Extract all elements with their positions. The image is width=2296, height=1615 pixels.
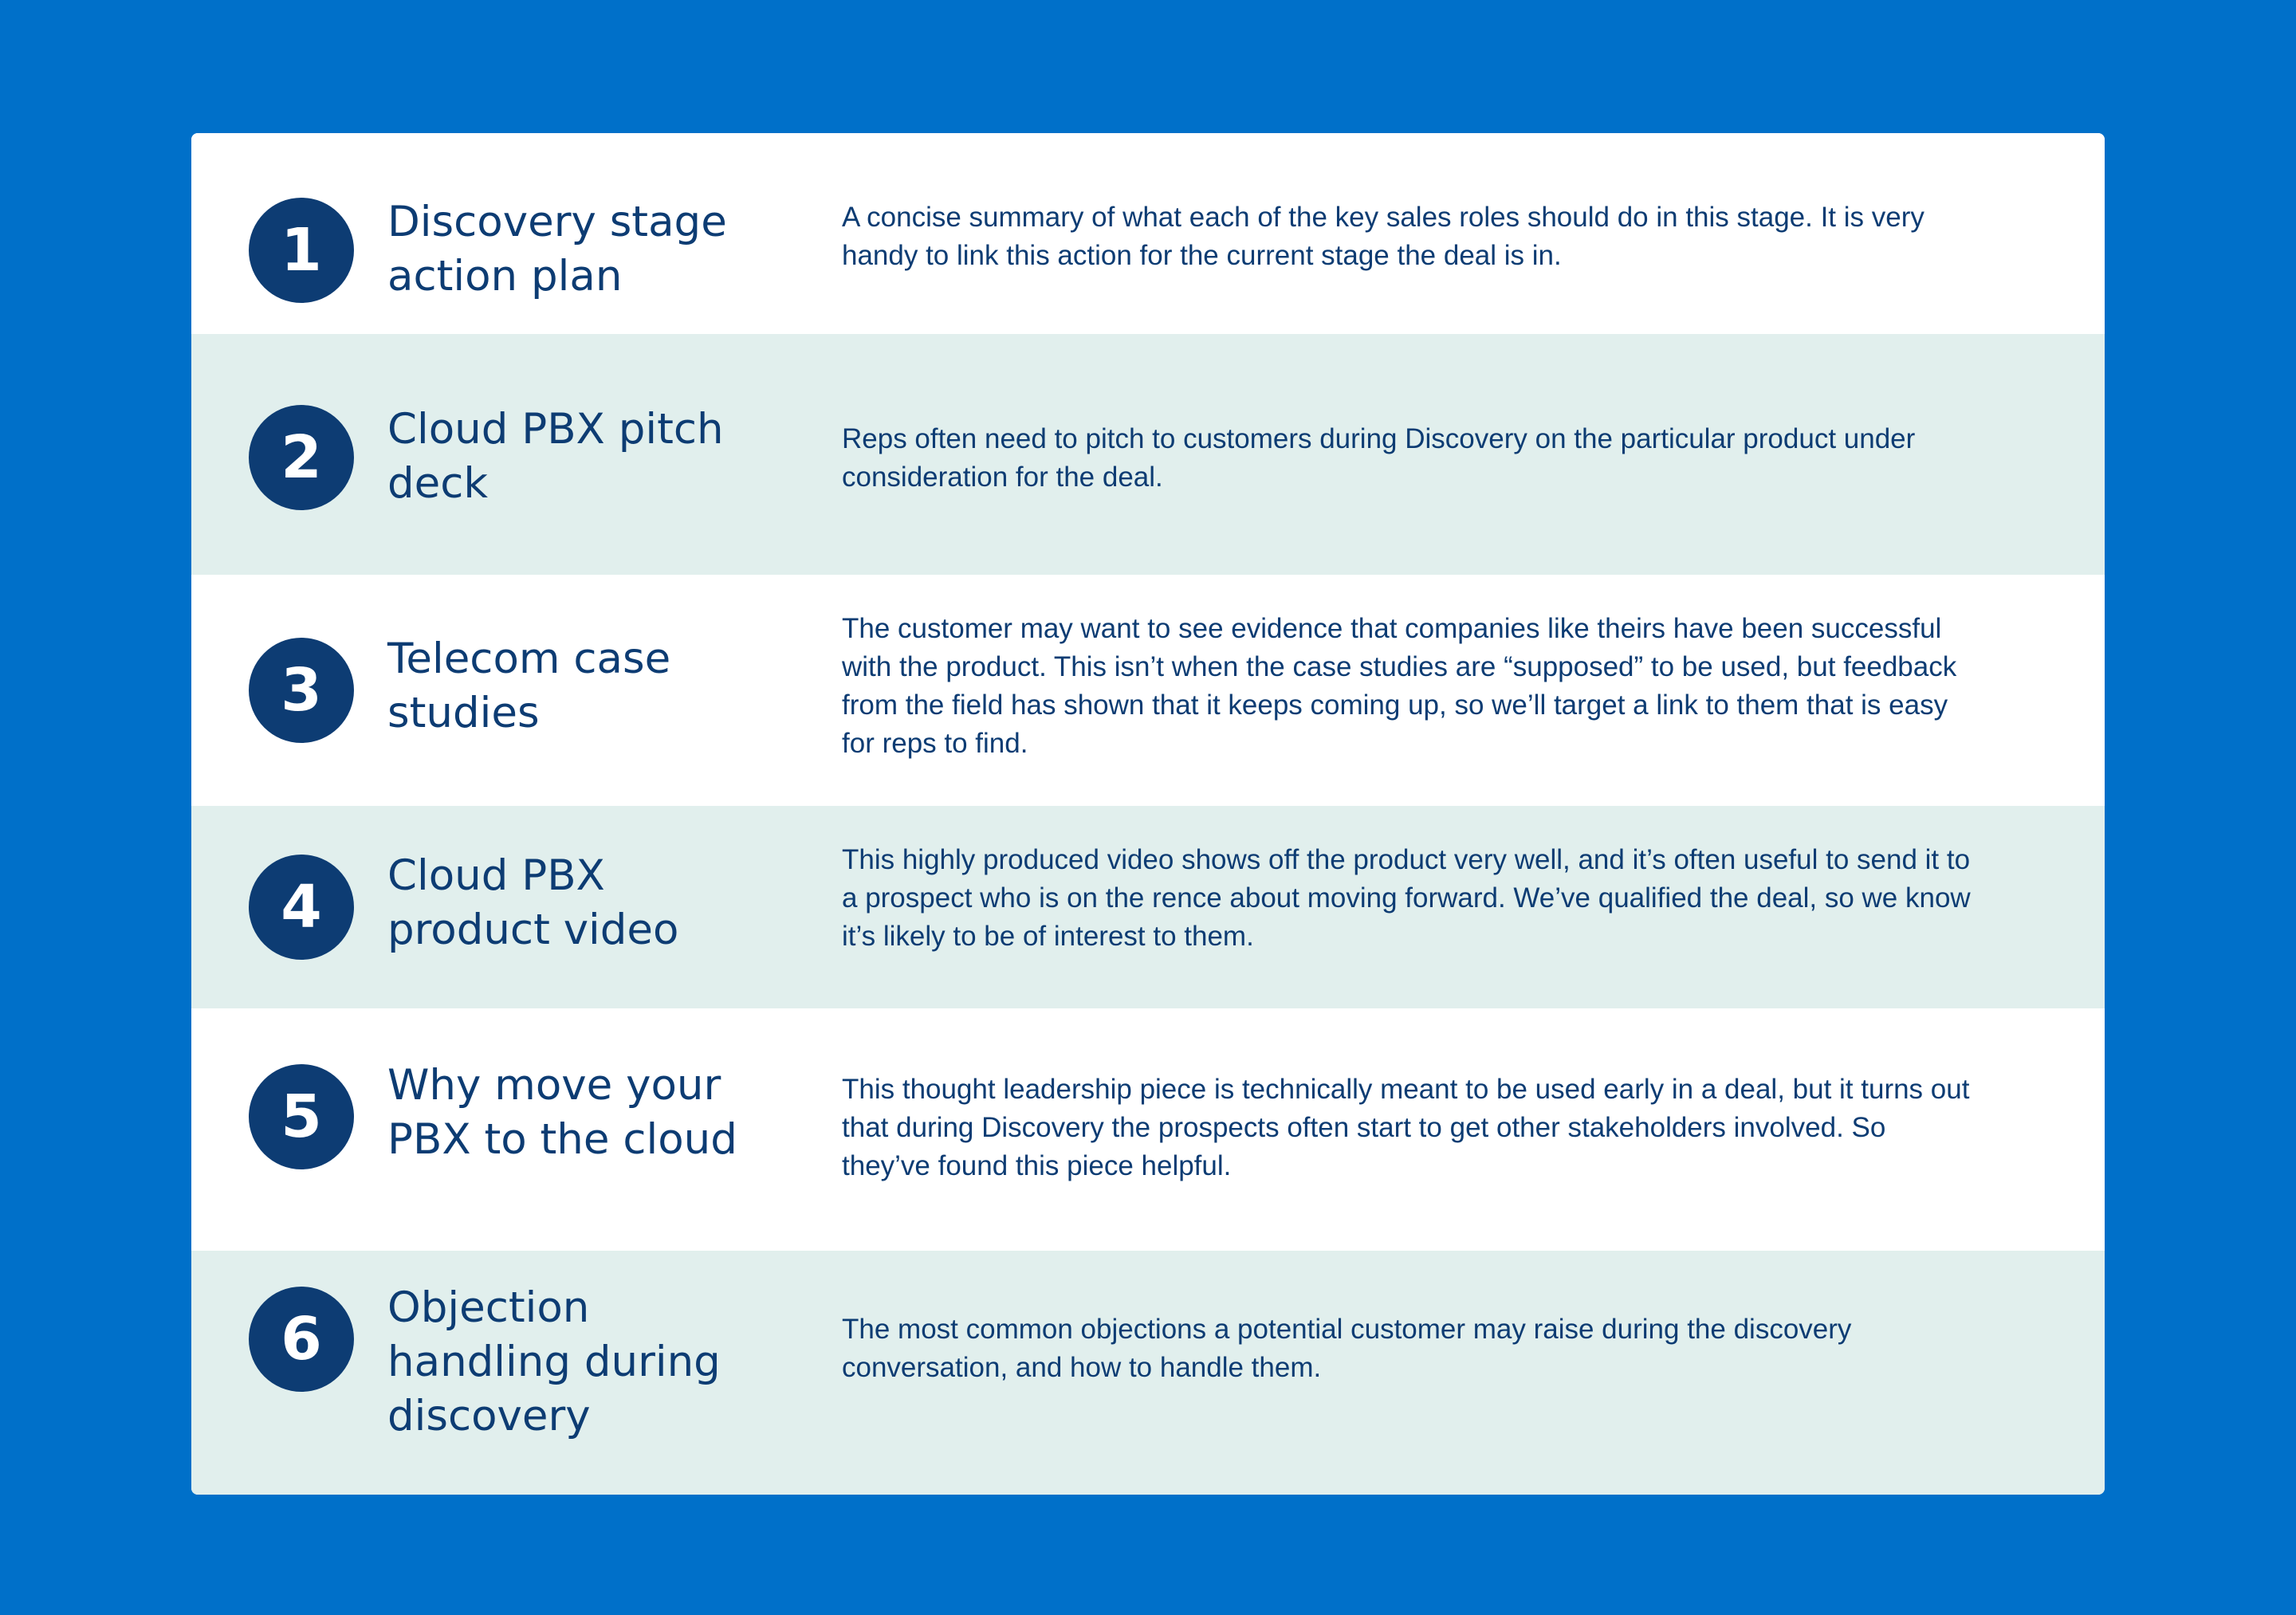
step-number-badge: 6 [249,1287,354,1392]
item-title: Why move your PBX to the cloud [387,1061,737,1164]
list-item: 2 Cloud PBX pitch deck Reps often need t… [191,334,2105,575]
content-card: 1 Discovery stage action plan A concise … [191,133,2105,1495]
step-number-badge: 2 [249,405,354,510]
item-description: The customer may want to see evidence th… [842,613,1957,759]
item-title: Cloud PBX product video [387,851,679,954]
list-item: 4 Cloud PBX product video This highly pr… [191,806,2105,1008]
item-title: Cloud PBX pitch deck [387,405,724,508]
list-item: 6 Objection handling during discovery Th… [191,1251,2105,1495]
step-number-badge: 1 [249,198,354,303]
item-title: Telecom case studies [387,635,671,737]
list-item: 5 Why move your PBX to the cloud This th… [191,1008,2105,1251]
item-title: Discovery stage action plan [387,198,727,301]
step-number-badge: 5 [249,1064,354,1169]
item-description: This highly produced video shows off the… [842,844,1971,952]
list-item: 3 Telecom case studies The customer may … [191,575,2105,806]
item-title: Objection handling during discovery [387,1283,721,1440]
item-description: This thought leadership piece is technic… [842,1074,1970,1181]
step-number-badge: 3 [249,638,354,743]
item-description: The most common objections a potential c… [842,1314,1852,1383]
item-description: A concise summary of what each of the ke… [842,202,1924,271]
step-number-badge: 4 [249,855,354,960]
item-description: Reps often need to pitch to customers du… [842,423,1916,493]
list-item: 1 Discovery stage action plan A concise … [191,133,2105,334]
